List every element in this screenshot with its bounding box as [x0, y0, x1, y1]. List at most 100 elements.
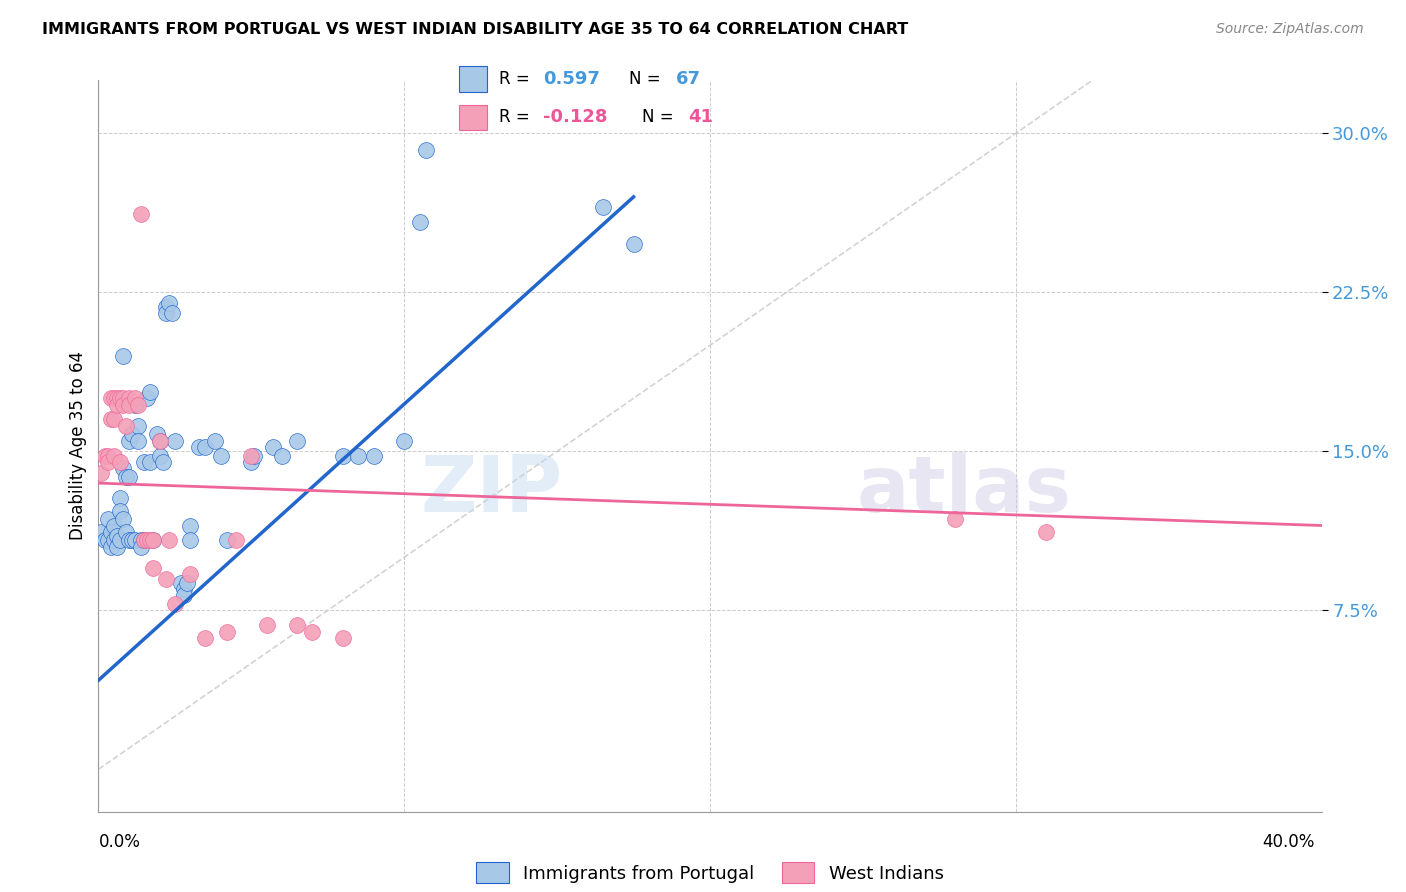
- Point: [392, 434, 416, 448]
- Point: [149, 449, 172, 463]
- Text: N =: N =: [630, 70, 666, 87]
- Point: [139, 384, 162, 399]
- Point: [134, 533, 156, 548]
- Point: [111, 398, 134, 412]
- Point: [243, 449, 266, 463]
- Point: [93, 533, 115, 548]
- Text: 40.0%: 40.0%: [1263, 833, 1315, 851]
- Text: atlas: atlas: [856, 452, 1071, 528]
- Point: [170, 575, 193, 590]
- Point: [115, 469, 138, 483]
- Point: [160, 306, 183, 320]
- Point: [240, 455, 263, 469]
- Text: N =: N =: [641, 109, 679, 127]
- Point: [111, 349, 134, 363]
- Point: [225, 533, 247, 548]
- Point: [194, 440, 217, 454]
- Point: [943, 512, 966, 526]
- Point: [103, 392, 125, 406]
- Y-axis label: Disability Age 35 to 64: Disability Age 35 to 64: [69, 351, 87, 541]
- Point: [108, 392, 131, 406]
- Point: [157, 533, 180, 548]
- Point: [173, 582, 195, 596]
- Point: [134, 455, 156, 469]
- Point: [155, 306, 177, 320]
- Point: [124, 398, 146, 412]
- Point: [209, 449, 232, 463]
- Point: [129, 207, 152, 221]
- Point: [108, 503, 131, 517]
- Text: Source: ZipAtlas.com: Source: ZipAtlas.com: [1216, 22, 1364, 37]
- Point: [108, 491, 131, 505]
- Point: [100, 392, 122, 406]
- Text: R =: R =: [499, 109, 536, 127]
- Point: [103, 518, 125, 533]
- FancyBboxPatch shape: [460, 66, 486, 92]
- Point: [118, 392, 141, 406]
- Point: [157, 296, 180, 310]
- Point: [115, 418, 138, 433]
- Point: [136, 392, 159, 406]
- Point: [90, 524, 112, 539]
- Point: [121, 533, 143, 548]
- Point: [105, 540, 128, 554]
- Point: [204, 434, 226, 448]
- Point: [285, 618, 308, 632]
- Point: [240, 449, 263, 463]
- Point: [118, 533, 141, 548]
- Point: [124, 392, 146, 406]
- Point: [176, 575, 198, 590]
- Point: [127, 418, 149, 433]
- Text: 0.0%: 0.0%: [98, 833, 141, 851]
- Point: [103, 449, 125, 463]
- Point: [256, 618, 278, 632]
- Point: [332, 449, 354, 463]
- Point: [124, 533, 146, 548]
- Point: [215, 533, 238, 548]
- Point: [100, 540, 122, 554]
- Point: [215, 624, 238, 639]
- Point: [90, 466, 112, 480]
- Point: [188, 440, 211, 454]
- FancyBboxPatch shape: [460, 104, 486, 130]
- Point: [97, 455, 120, 469]
- Point: [129, 540, 152, 554]
- Point: [155, 300, 177, 314]
- Point: [108, 533, 131, 548]
- Text: -0.128: -0.128: [543, 109, 607, 127]
- Point: [103, 412, 125, 426]
- Point: [103, 533, 125, 548]
- Point: [142, 533, 165, 548]
- Point: [111, 461, 134, 475]
- Point: [105, 398, 128, 412]
- Point: [179, 533, 201, 548]
- Point: [97, 512, 120, 526]
- Point: [415, 143, 437, 157]
- Text: ZIP: ZIP: [420, 452, 564, 528]
- Point: [139, 455, 162, 469]
- Point: [163, 597, 186, 611]
- Point: [173, 589, 195, 603]
- Point: [262, 440, 284, 454]
- Point: [127, 398, 149, 412]
- Point: [129, 533, 152, 548]
- Text: R =: R =: [499, 70, 536, 87]
- Point: [408, 215, 430, 229]
- Text: IMMIGRANTS FROM PORTUGAL VS WEST INDIAN DISABILITY AGE 35 TO 64 CORRELATION CHAR: IMMIGRANTS FROM PORTUGAL VS WEST INDIAN …: [42, 22, 908, 37]
- Point: [115, 524, 138, 539]
- Point: [111, 512, 134, 526]
- Point: [97, 449, 120, 463]
- Point: [155, 572, 177, 586]
- Text: 41: 41: [688, 109, 713, 127]
- Point: [134, 533, 156, 548]
- Point: [118, 434, 141, 448]
- Text: 0.597: 0.597: [543, 70, 599, 87]
- Point: [363, 449, 385, 463]
- Point: [105, 392, 128, 406]
- Point: [142, 561, 165, 575]
- Text: 67: 67: [676, 70, 700, 87]
- Point: [149, 434, 172, 448]
- Point: [139, 533, 162, 548]
- Point: [285, 434, 308, 448]
- Point: [145, 427, 167, 442]
